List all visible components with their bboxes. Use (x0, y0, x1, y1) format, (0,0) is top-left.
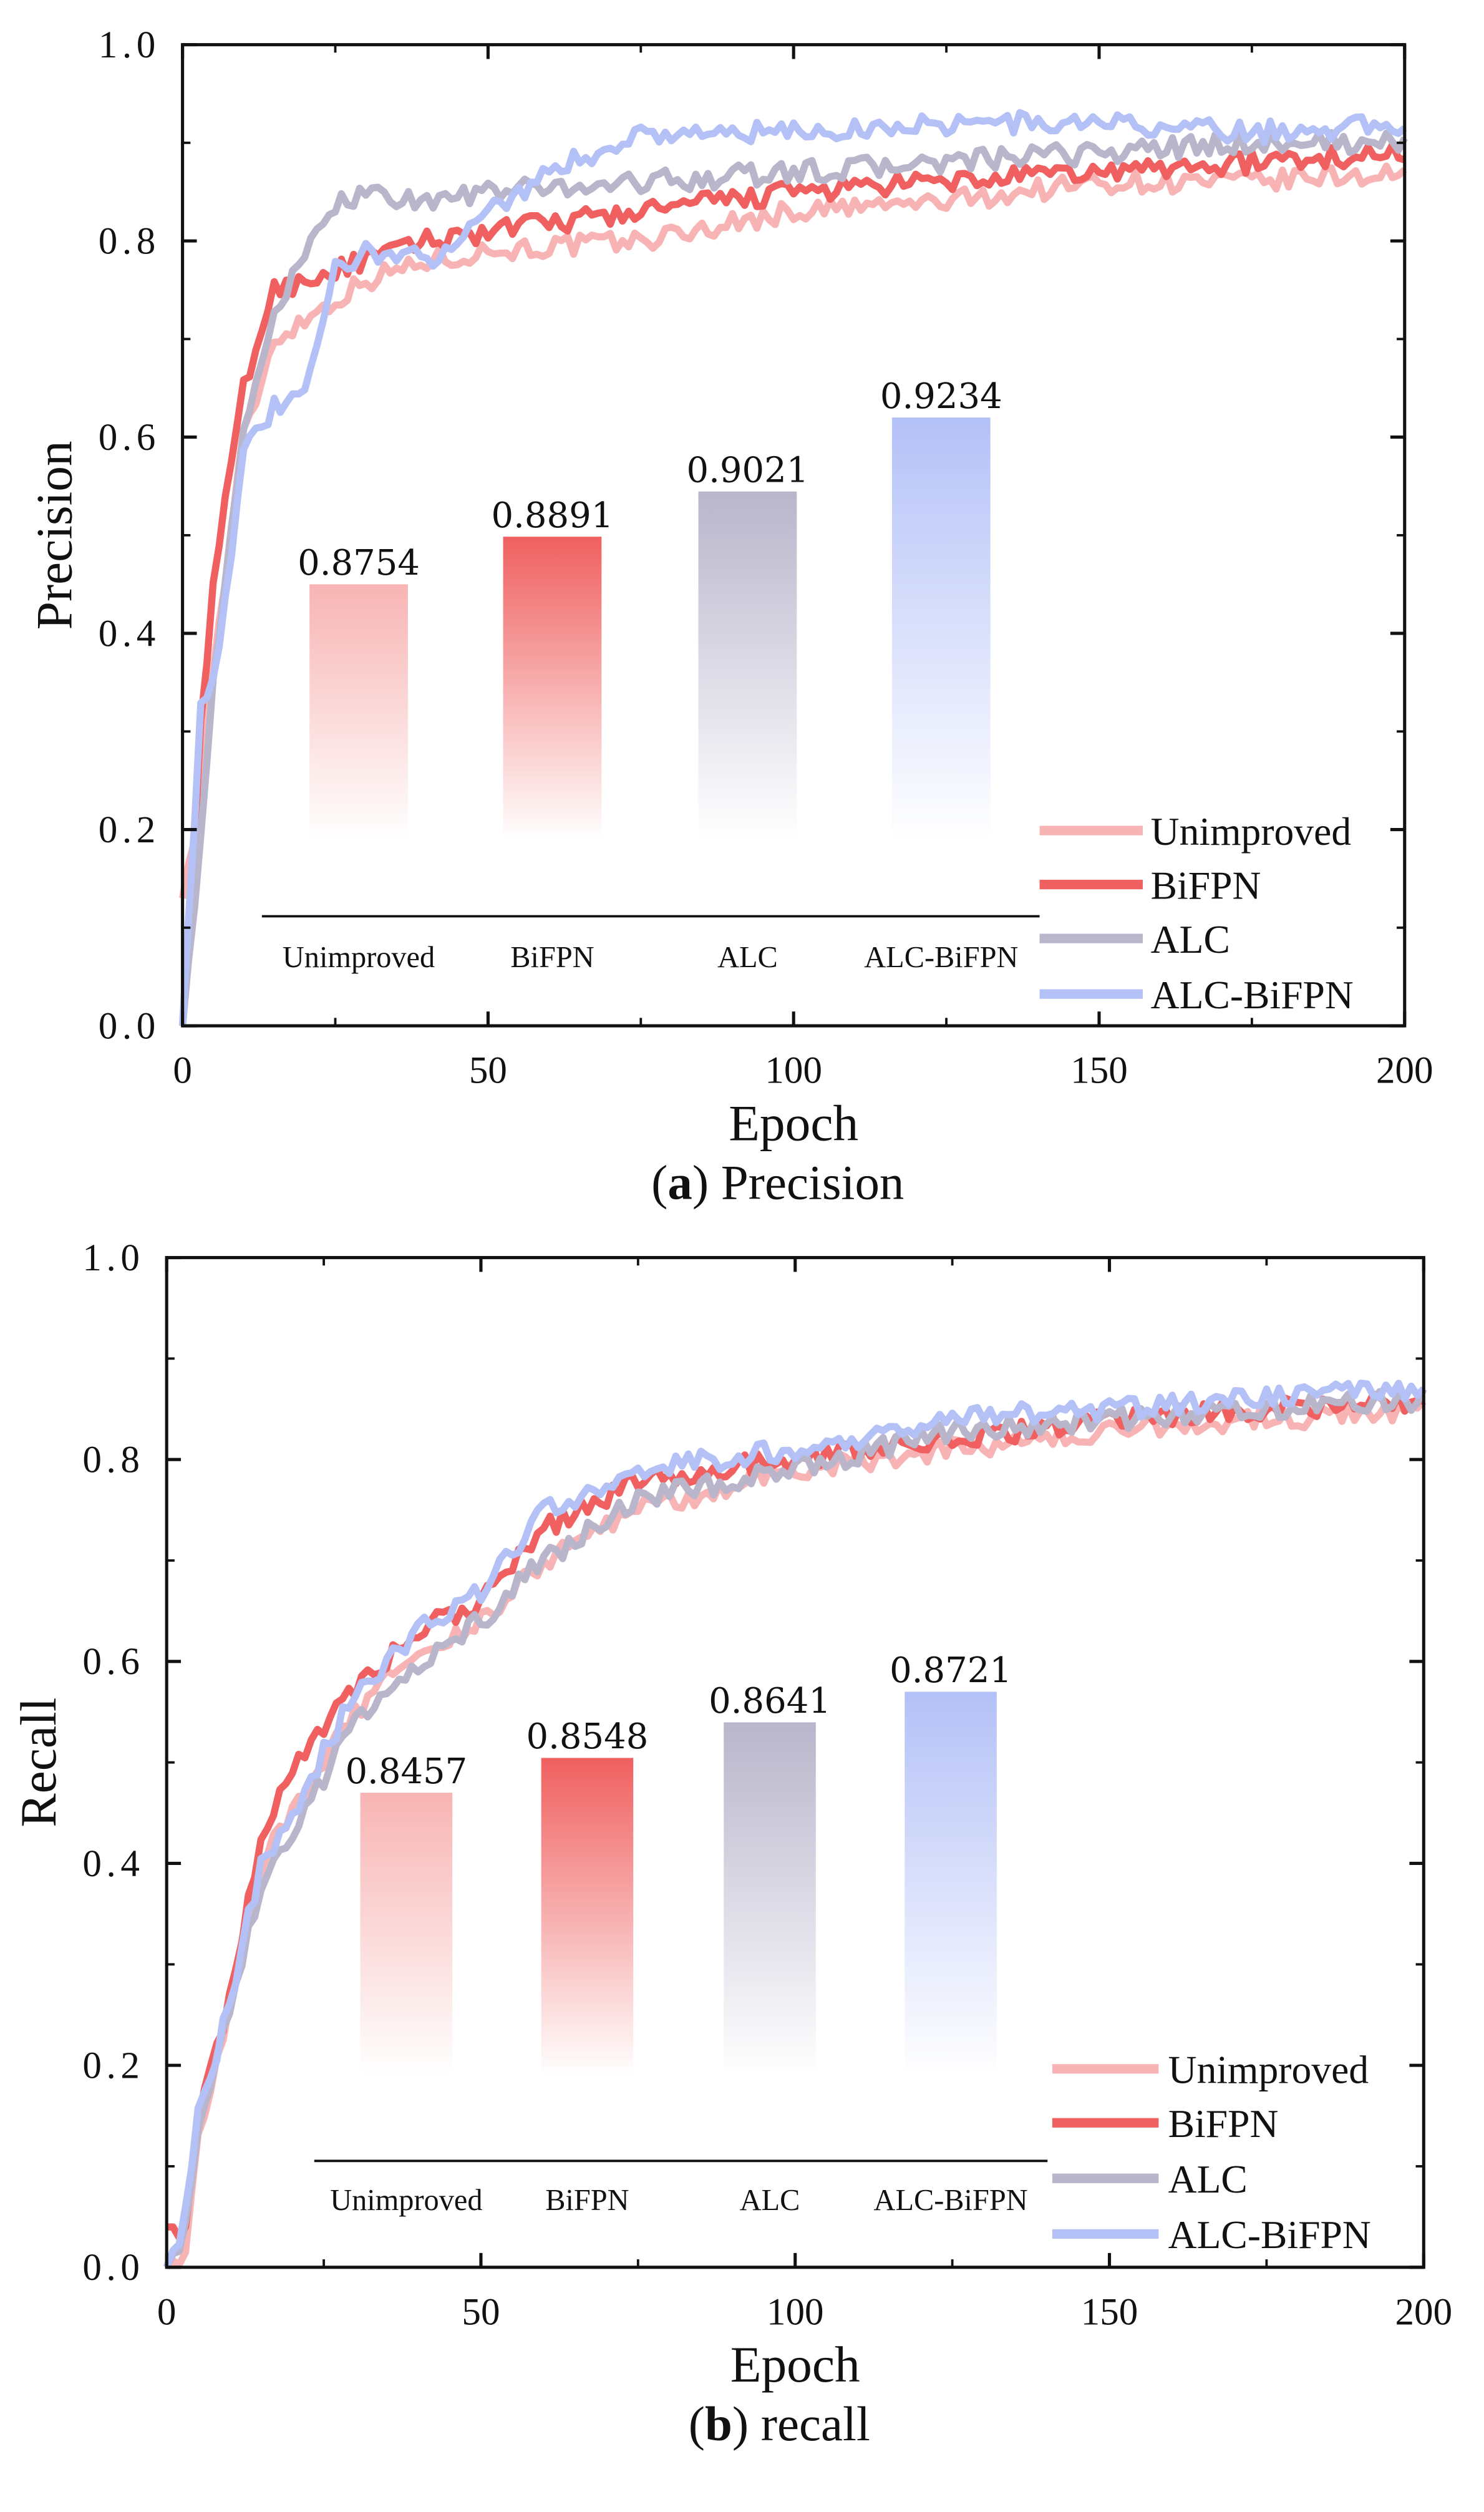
y-tick-label: 1.0 (99, 24, 160, 66)
series-line-unimproved (164, 1399, 1427, 2270)
inset-bar-alc-bifpn (891, 417, 991, 840)
legend-label: ALC-BiFPN (1151, 973, 1354, 1017)
x-axis-title: Epoch (730, 2336, 860, 2393)
series-line-alc (178, 129, 1408, 1026)
inset-category-label: Unimproved (330, 2184, 482, 2217)
inset-bar-value-label: 0.8754 (298, 543, 420, 583)
x-tick-label: 200 (1376, 1050, 1433, 1092)
inset-category-label: ALC (740, 2184, 800, 2217)
inset-category-label: Unimproved (283, 941, 435, 974)
recall-chart: 0.8457 Unimproved 0.8548 BiFPN 0.8641 ALC 0.87… (10, 1237, 1452, 2451)
y-axis-title: Precision (26, 441, 82, 630)
y-tick-label: 0.2 (82, 2045, 144, 2086)
inset-category-label: ALC (717, 941, 778, 974)
caption-letter: b (705, 2397, 732, 2451)
inset-bar-alc-bifpn (904, 1692, 997, 2076)
x-tick-label: 100 (767, 2291, 824, 2333)
x-tick-label: 200 (1395, 2291, 1453, 2333)
inset-category-label: BiFPN (545, 2184, 629, 2217)
inset-bar-value-label: 0.8457 (345, 1751, 467, 1792)
y-tick-label: 0.8 (99, 220, 160, 262)
legend-label: Unimproved (1151, 809, 1352, 854)
inset-bar-value-label: 0.9021 (686, 450, 808, 491)
x-tick-label: 150 (1081, 2291, 1138, 2333)
figure-caption: (b) recall (689, 2397, 870, 2451)
x-axis-title: Epoch (729, 1094, 858, 1151)
y-tick-label: 0.6 (82, 1641, 144, 1683)
figure-caption: (a) Precision (651, 1156, 904, 1210)
inset-category-label: ALC-BiFPN (874, 2184, 1028, 2217)
y-tick-label: 1.0 (82, 1237, 144, 1279)
inset-category-label: BiFPN (510, 941, 594, 974)
legend-label: ALC (1151, 917, 1230, 961)
inset-bar-unimproved (360, 1793, 453, 2076)
x-tick-label: 50 (469, 1050, 507, 1092)
inset-bar-alc (698, 491, 797, 840)
y-tick-label: 0.6 (99, 417, 160, 459)
legend-label: BiFPN (1151, 864, 1261, 908)
legend-label: Unimproved (1168, 2048, 1369, 2092)
inset-bar-value-label: 0.8641 (709, 1681, 831, 1721)
y-tick-label: 0.2 (99, 809, 160, 851)
y-tick-label: 0.4 (99, 613, 160, 655)
inset-bar-value-label: 0.8721 (890, 1650, 1012, 1691)
x-tick-label: 150 (1070, 1050, 1128, 1092)
y-tick-label: 0.0 (82, 2247, 144, 2289)
legend-label: ALC (1168, 2157, 1248, 2201)
x-tick-label: 0 (157, 2291, 177, 2333)
caption-text: recall (761, 2397, 870, 2451)
inset-bar-bifpn (503, 537, 602, 840)
x-tick-label: 100 (765, 1050, 822, 1092)
inset-category-label: ALC-BiFPN (864, 941, 1018, 974)
x-tick-label: 50 (462, 2291, 500, 2333)
precision-chart: 0.8754 Unimproved 0.8891 BiFPN 0.9021 ALC 0.92… (26, 24, 1433, 1210)
caption-text: Precision (721, 1156, 904, 1210)
caption-paren: ) (692, 1156, 721, 1210)
inset-bar-unimproved (309, 584, 408, 840)
inset-bar-bifpn (541, 1758, 634, 2076)
legend-label: BiFPN (1168, 2101, 1279, 2146)
series-line-alc (163, 1387, 1427, 2269)
y-tick-label: 0.4 (82, 1843, 144, 1885)
x-tick-label: 0 (173, 1050, 192, 1092)
series-line-bifpn (178, 140, 1406, 1026)
series-line-alc-bifpn (163, 1380, 1427, 2269)
caption-paren: ( (651, 1156, 667, 1210)
legend-label: ALC-BiFPN (1168, 2213, 1371, 2257)
caption-paren: ) (732, 2397, 761, 2451)
caption-paren: ( (689, 2397, 705, 2451)
y-axis-title: Recall (10, 1698, 67, 1828)
series-line-unimproved (178, 162, 1407, 899)
caption-letter: a (667, 1156, 692, 1210)
inset-bar-value-label: 0.8548 (526, 1716, 649, 1757)
series-line-alc-bifpn (178, 109, 1407, 1026)
inset-bar-value-label: 0.8891 (492, 495, 614, 536)
inset-bar-value-label: 0.9234 (880, 376, 1002, 417)
y-tick-label: 0.0 (99, 1005, 160, 1047)
inset-bar-alc (724, 1722, 816, 2076)
y-tick-label: 0.8 (82, 1439, 144, 1481)
